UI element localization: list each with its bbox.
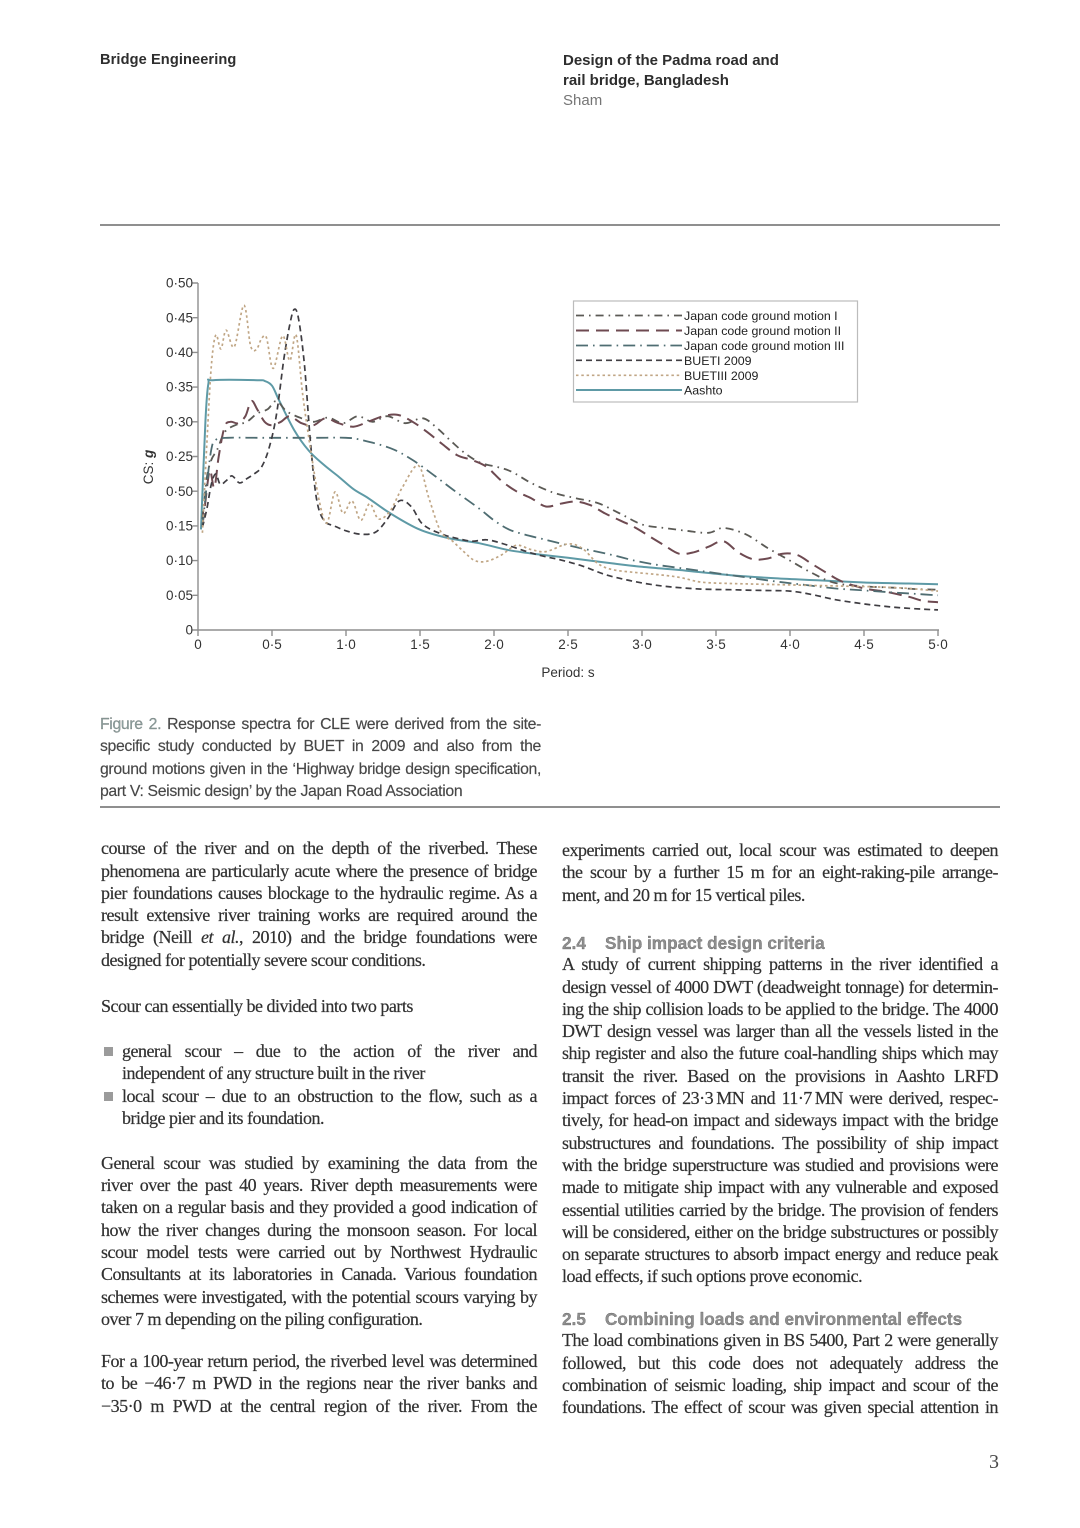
- svg-text:Japan code ground motion I: Japan code ground motion I: [684, 309, 838, 323]
- svg-text:0: 0: [185, 623, 193, 638]
- svg-text:Period: s: Period: s: [541, 665, 595, 680]
- svg-text:4·5: 4·5: [854, 637, 874, 652]
- svg-text:0·25: 0·25: [166, 449, 193, 464]
- svg-text:CS: g: CS: g: [141, 449, 156, 484]
- svg-text:2·0: 2·0: [484, 637, 504, 652]
- svg-text:0·50: 0·50: [166, 276, 193, 291]
- svg-text:0·50: 0·50: [166, 484, 193, 499]
- svg-text:0·5: 0·5: [262, 637, 282, 652]
- svg-text:1·5: 1·5: [410, 637, 430, 652]
- svg-text:2·5: 2·5: [558, 637, 578, 652]
- svg-text:0·10: 0·10: [166, 553, 193, 568]
- svg-text:0: 0: [194, 637, 202, 652]
- svg-text:BUETI 2009: BUETI 2009: [684, 354, 752, 368]
- svg-text:Japan code ground motion II: Japan code ground motion II: [684, 324, 841, 338]
- svg-text:3·5: 3·5: [706, 637, 726, 652]
- svg-text:Aashto: Aashto: [684, 384, 723, 398]
- svg-text:0·30: 0·30: [166, 414, 193, 429]
- svg-text:0·45: 0·45: [166, 310, 193, 325]
- svg-text:0·35: 0·35: [166, 380, 193, 395]
- svg-text:1·0: 1·0: [336, 637, 356, 652]
- svg-text:BUETIII 2009: BUETIII 2009: [684, 369, 758, 383]
- svg-text:0·40: 0·40: [166, 345, 193, 360]
- svg-text:5·0: 5·0: [928, 637, 948, 652]
- svg-text:4·0: 4·0: [780, 637, 800, 652]
- svg-text:0·15: 0·15: [166, 519, 193, 534]
- svg-text:3·0: 3·0: [632, 637, 652, 652]
- svg-text:Japan code ground motion III: Japan code ground motion III: [684, 339, 845, 353]
- svg-text:0·05: 0·05: [166, 588, 193, 603]
